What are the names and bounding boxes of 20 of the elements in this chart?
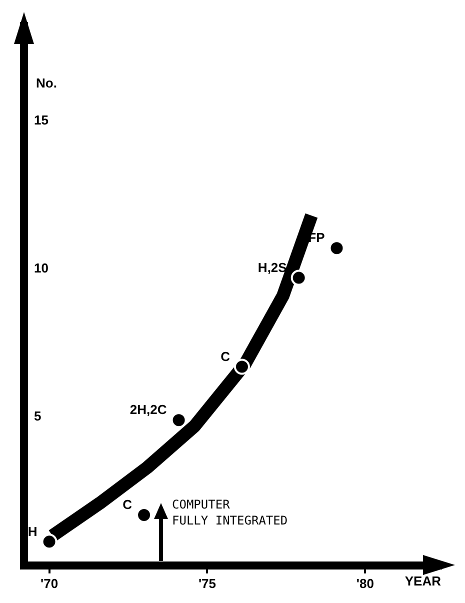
point (170, 412, 187, 428)
x-tick-label: '70 (40, 576, 58, 591)
annotation: COMPUTER FULLY INTEGRATED (172, 498, 288, 528)
annotation: C (220, 348, 231, 364)
y-tick-label: 5 (34, 408, 42, 424)
annotation: H (28, 524, 38, 539)
y-tick-label: 10 (34, 260, 48, 276)
y-tick-label: 15 (34, 112, 48, 128)
x-axis-title: YEAR (404, 573, 442, 588)
x-tick-label: '80 (356, 576, 374, 591)
point (290, 270, 307, 286)
annotation: H,2S (258, 260, 288, 275)
point (234, 358, 250, 375)
annotation: 2H,2C (130, 402, 168, 418)
point (41, 534, 58, 550)
annotation: C (122, 497, 133, 512)
point (136, 507, 152, 523)
y-axis-title: No. (36, 75, 57, 90)
point (328, 240, 345, 256)
x-tick-label: '75 (198, 576, 216, 591)
